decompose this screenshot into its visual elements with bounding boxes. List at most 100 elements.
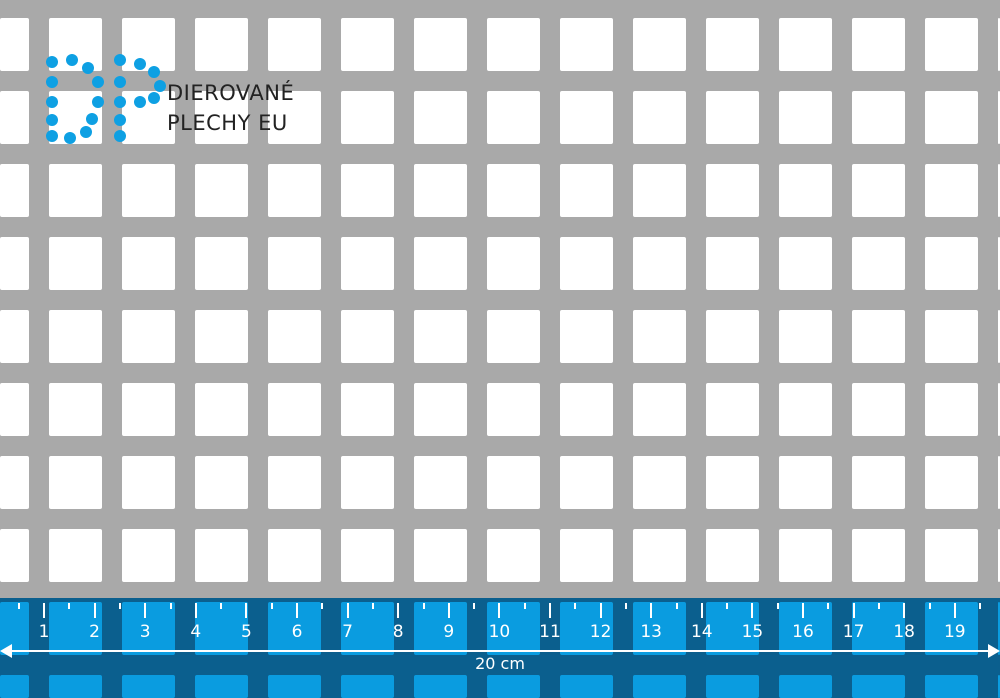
logo-dot xyxy=(66,54,78,66)
square-hole xyxy=(341,18,394,71)
square-hole xyxy=(852,529,905,582)
square-hole xyxy=(195,529,248,582)
ruler-hole xyxy=(852,675,905,698)
ruler-label: 6 xyxy=(291,622,303,642)
square-hole xyxy=(268,18,321,71)
square-hole xyxy=(122,310,175,363)
square-hole xyxy=(633,18,686,71)
square-hole xyxy=(0,529,29,582)
ruler-label: 5 xyxy=(240,622,252,642)
major-tick xyxy=(194,603,197,618)
square-hole xyxy=(195,456,248,509)
square-hole xyxy=(925,310,978,363)
ruler-hole xyxy=(122,675,175,698)
square-hole xyxy=(341,456,394,509)
logo-dot xyxy=(148,92,160,104)
square-hole xyxy=(487,456,540,509)
square-hole xyxy=(560,164,613,217)
logo-dot xyxy=(114,76,126,88)
major-tick xyxy=(599,603,602,618)
square-hole xyxy=(852,164,905,217)
square-hole xyxy=(779,456,832,509)
square-hole xyxy=(779,237,832,290)
square-hole xyxy=(706,310,759,363)
square-hole xyxy=(925,91,978,144)
ruler-hole xyxy=(414,602,467,655)
square-hole xyxy=(560,456,613,509)
ruler-hole xyxy=(998,675,1000,698)
ruler-label: 3 xyxy=(139,622,151,642)
ruler-label: 10 xyxy=(488,622,511,642)
ruler-label: 17 xyxy=(842,622,865,642)
ruler-label: 16 xyxy=(792,622,814,642)
square-hole xyxy=(49,310,102,363)
square-hole xyxy=(560,18,613,71)
major-tick xyxy=(751,603,754,618)
ruler-label: 13 xyxy=(640,622,662,642)
major-tick xyxy=(549,603,551,618)
square-hole xyxy=(122,383,175,436)
ruler-label: 15 xyxy=(741,622,764,642)
square-hole xyxy=(852,18,905,71)
square-hole xyxy=(341,91,394,144)
ruler-hole xyxy=(706,675,759,698)
square-hole xyxy=(414,237,467,290)
square-hole xyxy=(49,529,102,582)
ruler-label: 1 xyxy=(38,622,50,642)
square-hole xyxy=(0,91,29,144)
square-hole xyxy=(268,456,321,509)
square-hole xyxy=(487,164,540,217)
ruler-hole xyxy=(560,602,613,655)
square-hole xyxy=(779,18,832,71)
square-hole xyxy=(779,91,832,144)
square-hole xyxy=(0,456,29,509)
minor-tick xyxy=(675,603,678,609)
major-tick xyxy=(296,603,298,618)
square-hole xyxy=(341,310,394,363)
minor-tick xyxy=(17,603,20,609)
logo-dot xyxy=(114,54,126,66)
logo-dot xyxy=(46,114,58,126)
square-hole xyxy=(341,529,394,582)
minor-tick xyxy=(574,603,577,609)
logo-dot xyxy=(46,56,58,68)
square-hole xyxy=(49,383,102,436)
ruler-hole xyxy=(487,675,540,698)
square-hole xyxy=(706,529,759,582)
square-hole xyxy=(268,91,321,144)
major-tick xyxy=(903,603,906,618)
ruler: 1 2 3 4 5 6 7 8 9 10 11 12 13 14 15 16 17 18 19 20 cm xyxy=(0,598,1000,698)
ruler-label: 9 xyxy=(443,622,455,642)
major-tick xyxy=(852,603,855,618)
ruler-hole xyxy=(49,602,102,655)
square-hole xyxy=(268,164,321,217)
square-hole xyxy=(122,237,175,290)
minor-tick xyxy=(928,603,931,609)
square-hole xyxy=(268,529,321,582)
square-hole xyxy=(49,164,102,217)
length-label: 20 cm xyxy=(475,654,525,673)
logo-dot xyxy=(114,130,126,142)
square-hole xyxy=(633,310,686,363)
ruler-hole xyxy=(560,675,613,698)
ruler-hole xyxy=(414,675,467,698)
square-hole xyxy=(779,310,832,363)
square-hole xyxy=(487,529,540,582)
minor-tick xyxy=(169,603,172,609)
square-hole xyxy=(633,383,686,436)
major-tick xyxy=(447,603,450,618)
logo-dot xyxy=(86,113,98,125)
square-hole xyxy=(560,529,613,582)
square-hole xyxy=(925,18,978,71)
square-hole xyxy=(633,91,686,144)
ruler-label: 19 xyxy=(943,622,966,642)
ruler-hole xyxy=(341,602,394,655)
logo-dot xyxy=(80,126,92,138)
minor-tick xyxy=(118,603,121,609)
square-hole xyxy=(852,456,905,509)
ruler-label: 7 xyxy=(342,622,353,642)
square-hole xyxy=(414,310,467,363)
square-hole xyxy=(0,237,29,290)
minor-tick xyxy=(523,603,526,609)
ruler-hole xyxy=(195,675,248,698)
